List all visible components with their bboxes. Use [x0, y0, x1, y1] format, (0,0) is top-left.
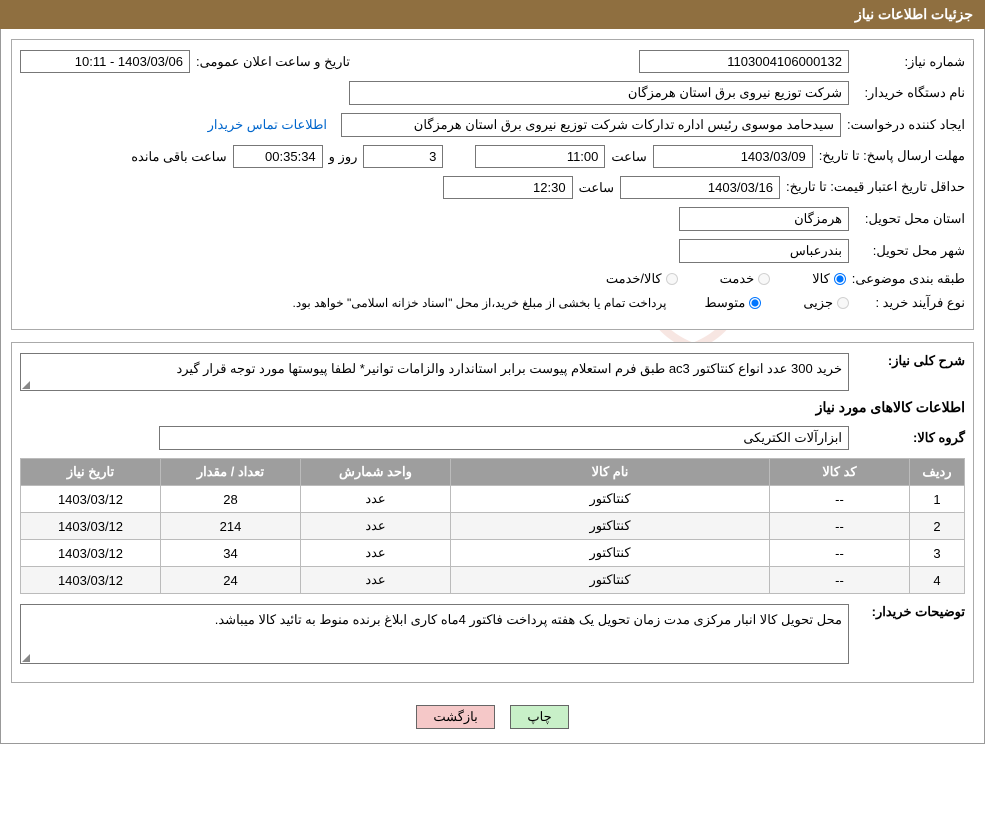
- deadline-date: 1403/03/09: [653, 145, 813, 168]
- remain-label: ساعت باقی مانده: [131, 149, 226, 165]
- cell-idx: 4: [910, 567, 965, 594]
- cell-date: 1403/03/12: [21, 486, 161, 513]
- radio-goods-label: کالا: [812, 271, 830, 287]
- button-bar: چاپ بازگشت: [11, 695, 974, 733]
- th-qty: تعداد / مقدار: [161, 459, 301, 486]
- buyer-dev-label: نام دستگاه خریدار:: [855, 85, 965, 101]
- table-row: 2--کنتاکتورعدد2141403/03/12: [21, 513, 965, 540]
- cell-idx: 1: [910, 486, 965, 513]
- announce-value: 1403/03/06 - 10:11: [20, 50, 190, 73]
- cell-qty: 34: [161, 540, 301, 567]
- radio-service-label: خدمت: [720, 271, 755, 287]
- back-button[interactable]: بازگشت: [416, 705, 494, 729]
- deadline-label: مهلت ارسال پاسخ: تا تاریخ:: [819, 148, 965, 165]
- general-desc-label: شرح کلی نیاز:: [855, 353, 965, 369]
- radio-goods[interactable]: [834, 273, 846, 285]
- days-remaining: 3: [363, 145, 443, 168]
- time-label-1: ساعت: [611, 149, 646, 165]
- radio-minor-label: جزیی: [803, 295, 833, 311]
- cell-name: کنتاکتور: [451, 540, 770, 567]
- table-row: 3--کنتاکتورعدد341403/03/12: [21, 540, 965, 567]
- cell-idx: 3: [910, 540, 965, 567]
- cell-name: کنتاکتور: [451, 567, 770, 594]
- cell-code: --: [770, 486, 910, 513]
- items-title: اطلاعات کالاهای مورد نیاز: [20, 399, 965, 416]
- hours-remaining: 00:35:34: [233, 145, 323, 168]
- cell-date: 1403/03/12: [21, 513, 161, 540]
- cell-name: کنتاکتور: [451, 513, 770, 540]
- need-no-label: شماره نیاز:: [855, 54, 965, 70]
- group-label: گروه کالا:: [855, 430, 965, 446]
- page-header: جزئیات اطلاعات نیاز: [0, 0, 985, 29]
- radio-goods-service[interactable]: [666, 273, 678, 285]
- radio-goods-service-label: کالا/خدمت: [606, 271, 662, 287]
- cell-unit: عدد: [301, 567, 451, 594]
- radio-medium-label: متوسط: [704, 295, 745, 311]
- description-section: شرح کلی نیاز: خرید 300 عدد انواع کنتاکتو…: [11, 342, 974, 683]
- items-table: ردیف کد کالا نام کالا واحد شمارش تعداد /…: [20, 458, 965, 594]
- cell-unit: عدد: [301, 486, 451, 513]
- time-label-2: ساعت: [579, 180, 614, 196]
- purchase-note: پرداخت تمام یا بخشی از مبلغ خرید،از محل …: [293, 296, 667, 310]
- radio-minor[interactable]: [837, 297, 849, 309]
- cell-qty: 24: [161, 567, 301, 594]
- deadline-time: 11:00: [475, 145, 605, 168]
- cell-date: 1403/03/12: [21, 567, 161, 594]
- th-date: تاریخ نیاز: [21, 459, 161, 486]
- purchase-type-label: نوع فرآیند خرید :: [855, 295, 965, 311]
- cell-name: کنتاکتور: [451, 486, 770, 513]
- delivery-province-label: استان محل تحویل:: [855, 211, 965, 227]
- cell-unit: عدد: [301, 513, 451, 540]
- group-value: ابزارآلات الکتریکی: [159, 426, 849, 450]
- cell-idx: 2: [910, 513, 965, 540]
- th-code: کد کالا: [770, 459, 910, 486]
- info-section: شماره نیاز: 1103004106000132 تاریخ و ساع…: [11, 39, 974, 330]
- buyer-contact-link[interactable]: اطلاعات تماس خریدار: [208, 117, 327, 133]
- general-desc-text: خرید 300 عدد انواع کنتاکتور ac3 طبق فرم …: [20, 353, 849, 391]
- announce-label: تاریخ و ساعت اعلان عمومی:: [196, 54, 350, 70]
- delivery-province: هرمزگان: [679, 207, 849, 231]
- radio-service[interactable]: [758, 273, 770, 285]
- cell-code: --: [770, 513, 910, 540]
- cell-code: --: [770, 567, 910, 594]
- th-unit: واحد شمارش: [301, 459, 451, 486]
- th-name: نام کالا: [451, 459, 770, 486]
- need-no-value: 1103004106000132: [639, 50, 849, 73]
- table-row: 1--کنتاکتورعدد281403/03/12: [21, 486, 965, 513]
- buyer-notes-text: محل تحویل کالا انبار مرکزی مدت زمان تحوی…: [20, 604, 849, 664]
- th-idx: ردیف: [910, 459, 965, 486]
- main-frame: AriaTender.net شماره نیاز: 1103004106000…: [0, 29, 985, 744]
- subject-class-label: طبقه بندی موضوعی:: [852, 271, 965, 287]
- requester-value: سیدحامد موسوی رئیس اداره تدارکات شرکت تو…: [341, 113, 841, 137]
- cell-qty: 28: [161, 486, 301, 513]
- radio-medium[interactable]: [749, 297, 761, 309]
- page-title: جزئیات اطلاعات نیاز: [855, 6, 973, 22]
- buyer-notes-label: توضیحات خریدار:: [855, 604, 965, 620]
- cell-qty: 214: [161, 513, 301, 540]
- cell-code: --: [770, 540, 910, 567]
- requester-label: ایجاد کننده درخواست:: [847, 117, 965, 133]
- delivery-city: بندرعباس: [679, 239, 849, 263]
- print-button[interactable]: چاپ: [510, 705, 568, 729]
- price-valid-time: 12:30: [443, 176, 573, 199]
- table-header-row: ردیف کد کالا نام کالا واحد شمارش تعداد /…: [21, 459, 965, 486]
- cell-unit: عدد: [301, 540, 451, 567]
- table-row: 4--کنتاکتورعدد241403/03/12: [21, 567, 965, 594]
- price-valid-label: حداقل تاریخ اعتبار قیمت: تا تاریخ:: [786, 179, 965, 196]
- buyer-dev-value: شرکت توزیع نیروی برق استان هرمزگان: [349, 81, 849, 105]
- cell-date: 1403/03/12: [21, 540, 161, 567]
- days-label: روز و: [329, 149, 358, 165]
- delivery-city-label: شهر محل تحویل:: [855, 243, 965, 259]
- price-valid-date: 1403/03/16: [620, 176, 780, 199]
